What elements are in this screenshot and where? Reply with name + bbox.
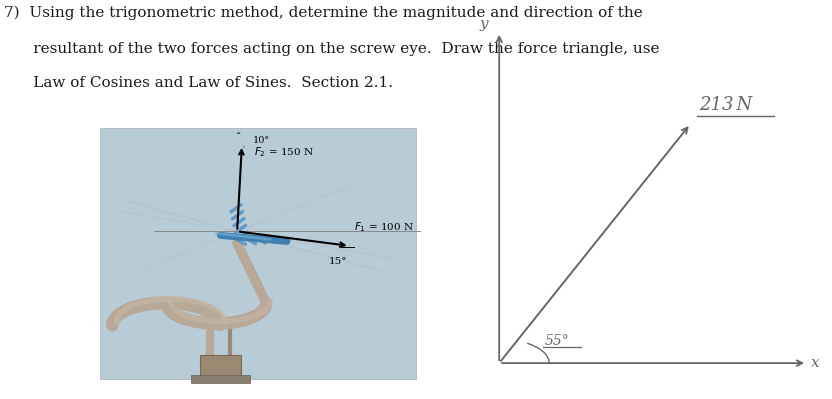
- Text: 15°: 15°: [329, 257, 347, 266]
- Bar: [100, 128, 416, 379]
- Bar: [200, 355, 241, 377]
- Text: 55°: 55°: [545, 334, 570, 348]
- Text: x: x: [811, 356, 820, 370]
- Text: resultant of the two forces acting on the screw eye.  Draw the force triangle, u: resultant of the two forces acting on th…: [4, 42, 660, 56]
- Text: $F_1$ = 100 N: $F_1$ = 100 N: [354, 220, 414, 234]
- Text: $F_2$ = 150 N: $F_2$ = 150 N: [255, 145, 314, 159]
- Text: 213 N: 213 N: [699, 96, 752, 114]
- Text: y: y: [480, 17, 488, 31]
- Text: 7)  Using the trigonometric method, determine the magnitude and direction of the: 7) Using the trigonometric method, deter…: [4, 6, 643, 20]
- Text: 10°: 10°: [253, 136, 270, 145]
- Bar: [191, 375, 250, 383]
- Text: Law of Cosines and Law of Sines.  Section 2.1.: Law of Cosines and Law of Sines. Section…: [4, 76, 394, 90]
